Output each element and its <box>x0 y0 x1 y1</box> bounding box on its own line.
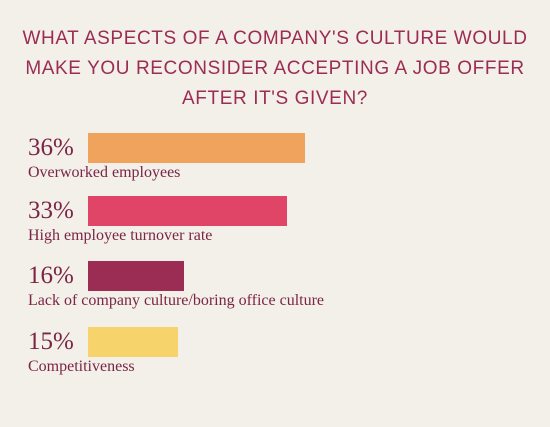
bar-category-label: Overworked employees <box>28 164 181 181</box>
bar-value-label: 36% <box>28 134 74 161</box>
bar <box>88 327 178 357</box>
bar <box>88 196 287 226</box>
bar-category-label: Lack of company culture/boring office cu… <box>28 292 325 309</box>
chart-title-line: AFTER IT'S GIVEN? <box>182 88 368 109</box>
chart-title: WHAT ASPECTS OF A COMPANY'S CULTURE WOUL… <box>0 24 550 114</box>
bar <box>88 133 305 163</box>
bar-value-label: 16% <box>28 262 74 289</box>
chart-title-line: MAKE YOU RECONSIDER ACCEPTING A JOB OFFE… <box>25 58 525 79</box>
bar-value-label: 15% <box>28 328 74 355</box>
bar-row: 16% Lack of company culture/boring office… <box>0 261 550 321</box>
bar-category-label: Competitiveness <box>28 358 135 375</box>
bar <box>88 261 184 291</box>
bar-value-label: 33% <box>28 197 74 224</box>
chart-title-line: WHAT ASPECTS OF A COMPANY'S CULTURE WOUL… <box>22 28 528 49</box>
bar-row: 33% High employee turnover rate <box>0 196 550 256</box>
bar-row: 15% Competitiveness <box>0 327 550 387</box>
bar-category-label: High employee turnover rate <box>28 227 213 244</box>
bar-row: 36% Overworked employees <box>0 133 550 193</box>
